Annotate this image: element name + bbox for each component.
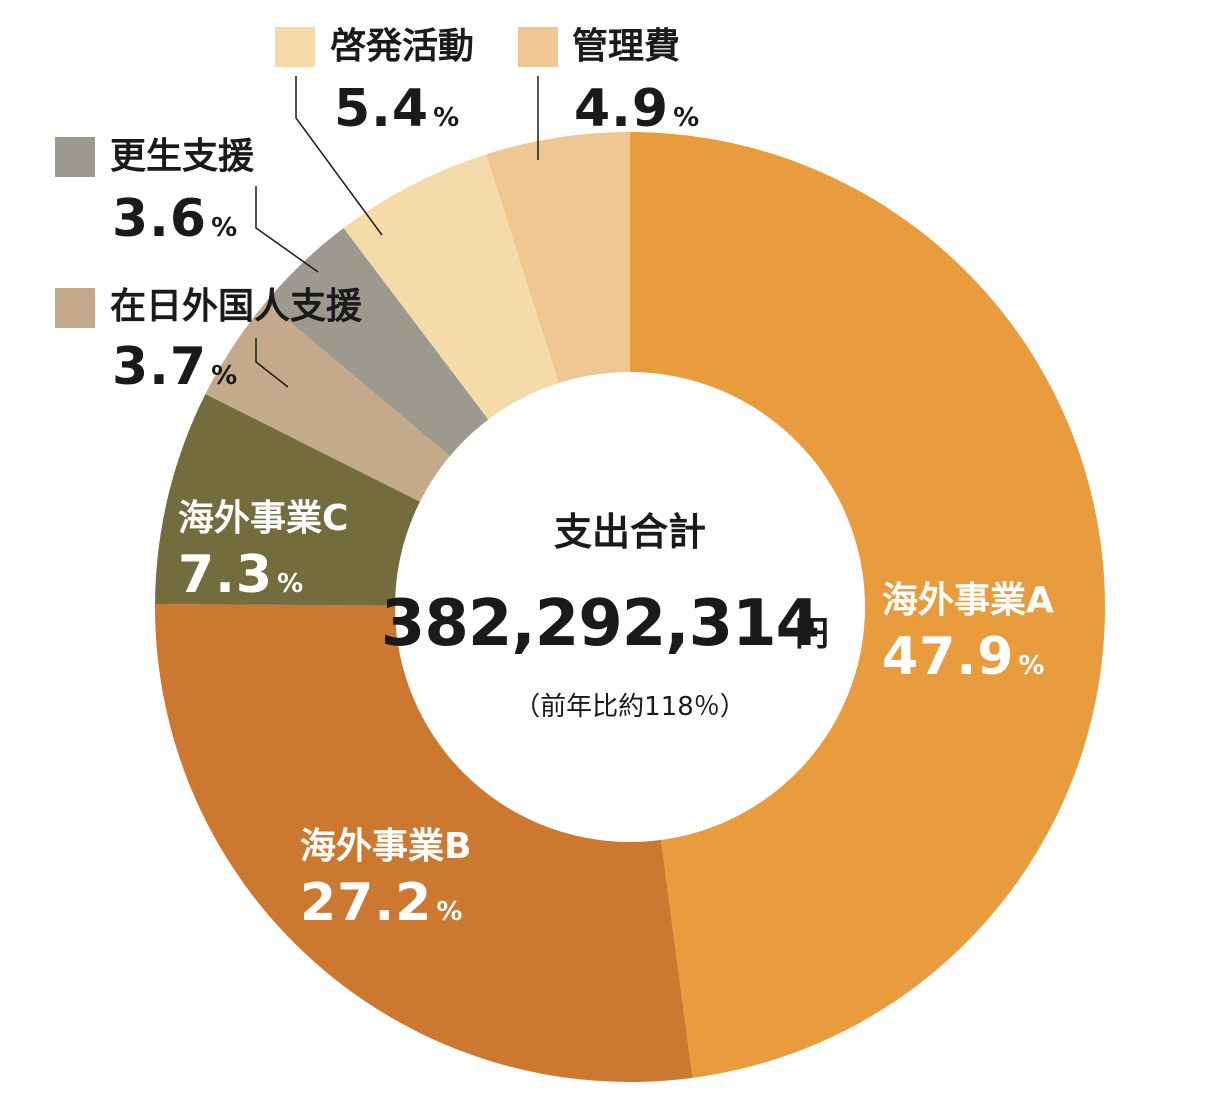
leader-line-5 — [255, 186, 319, 273]
legend-swatch-5 — [55, 137, 95, 177]
leader-line-6 — [295, 76, 383, 236]
slice-name-4: 在日外国人支援 — [110, 286, 363, 327]
leader-lines — [255, 76, 539, 388]
slice-percent-6: 5.4% — [334, 79, 459, 139]
center-unit: 円 — [795, 614, 829, 654]
slice-name-6: 啓発活動 — [330, 26, 474, 67]
center-summary: 支出合計 382,292,314 円 （前年比約118％） — [381, 510, 829, 722]
label-1: 海外事業A 47.9% — [882, 580, 1054, 687]
leader-line-4 — [255, 338, 289, 388]
slice-1 — [630, 132, 1105, 1078]
slice-name-5: 更生支援 — [110, 136, 255, 177]
label-4: 在日外国人支援 3.7% — [55, 286, 363, 397]
label-3: 海外事業C 7.3% — [178, 498, 348, 605]
center-note: （前年比約118％） — [514, 692, 746, 722]
slice-name-2: 海外事業B — [300, 826, 471, 867]
center-total: 382,292,314 — [381, 587, 819, 661]
label-2: 海外事業B 27.2% — [300, 826, 471, 933]
legend-swatch-4 — [55, 288, 95, 328]
slice-percent-3: 7.3% — [178, 545, 303, 605]
center-title: 支出合計 — [554, 510, 706, 554]
legend-swatch-6 — [275, 27, 315, 67]
slice-name-7: 管理費 — [572, 26, 680, 67]
slice-percent-5: 3.6% — [112, 189, 237, 249]
slice-percent-4: 3.7% — [112, 337, 237, 397]
slice-percent-2: 27.2% — [300, 873, 462, 933]
label-5: 更生支援 3.6% — [55, 136, 255, 249]
slice-percent-7: 4.9% — [574, 79, 699, 139]
center-hole — [395, 372, 865, 842]
label-7: 管理費 4.9% — [518, 26, 699, 139]
slice-percent-1: 47.9% — [882, 627, 1044, 687]
label-6: 啓発活動 5.4% — [275, 26, 474, 139]
slice-labels: 海外事業A 47.9 % 海外事業B 27.2 % 海外事業C 7.3 % 在日外国人支援 3.7%… — [55, 26, 1054, 933]
slice-name-1: 海外事業A — [882, 580, 1054, 621]
legend-swatch-7 — [518, 27, 558, 67]
slice-name-3: 海外事業C — [178, 498, 348, 539]
